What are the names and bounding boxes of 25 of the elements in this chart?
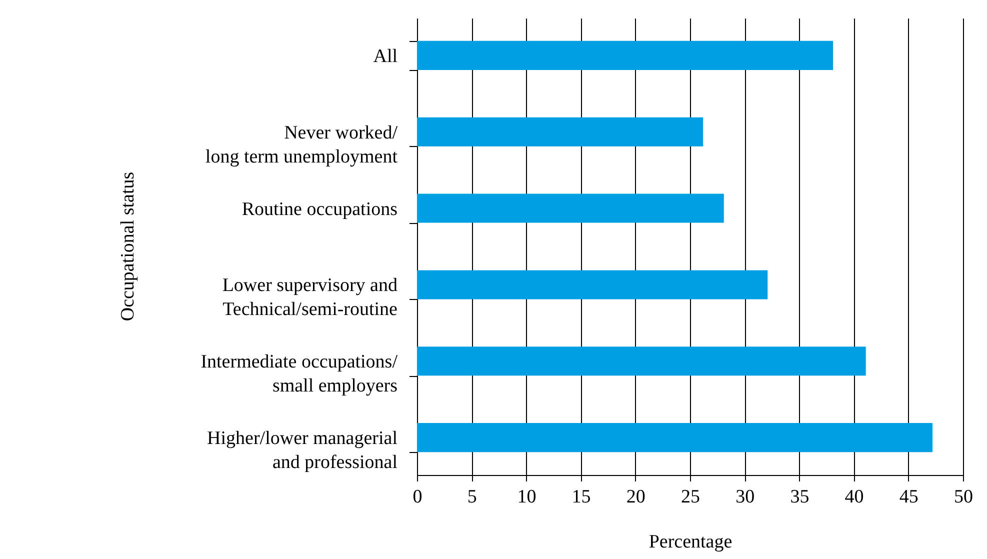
x-tick-label: 5 <box>467 486 477 508</box>
y-tick-label: Routine occupations <box>242 198 398 220</box>
x-tick-label: 25 <box>681 486 700 508</box>
x-axis-title: Percentage <box>648 532 732 552</box>
bar <box>417 270 768 300</box>
bar <box>417 423 932 452</box>
bar <box>417 346 866 376</box>
bar <box>417 194 724 223</box>
x-tick-label: 15 <box>572 486 591 508</box>
y-tick-label: Higher/lower managerial and professional <box>207 428 398 474</box>
x-tick-label: 45 <box>899 486 918 508</box>
x-tick-label: 20 <box>626 486 646 508</box>
y-tick-label: Never worked/ long term unemployment <box>205 122 398 168</box>
y-axis-title: Occupational status <box>118 172 138 322</box>
x-tick-label: 10 <box>517 486 536 508</box>
x-tick-label: 30 <box>736 486 755 508</box>
bar <box>417 40 834 70</box>
y-tick-label: All <box>373 46 398 67</box>
bar <box>417 117 704 146</box>
x-tick-label: 50 <box>954 486 973 508</box>
x-tick-label: 35 <box>790 486 810 508</box>
x-tick-label: 40 <box>844 486 864 508</box>
x-tick-label: 0 <box>412 486 422 508</box>
y-tick-label: Intermediate occupations/ small employers <box>200 352 398 397</box>
y-tick-label: Lower supervisory and Technical/semi-routine <box>222 275 398 320</box>
